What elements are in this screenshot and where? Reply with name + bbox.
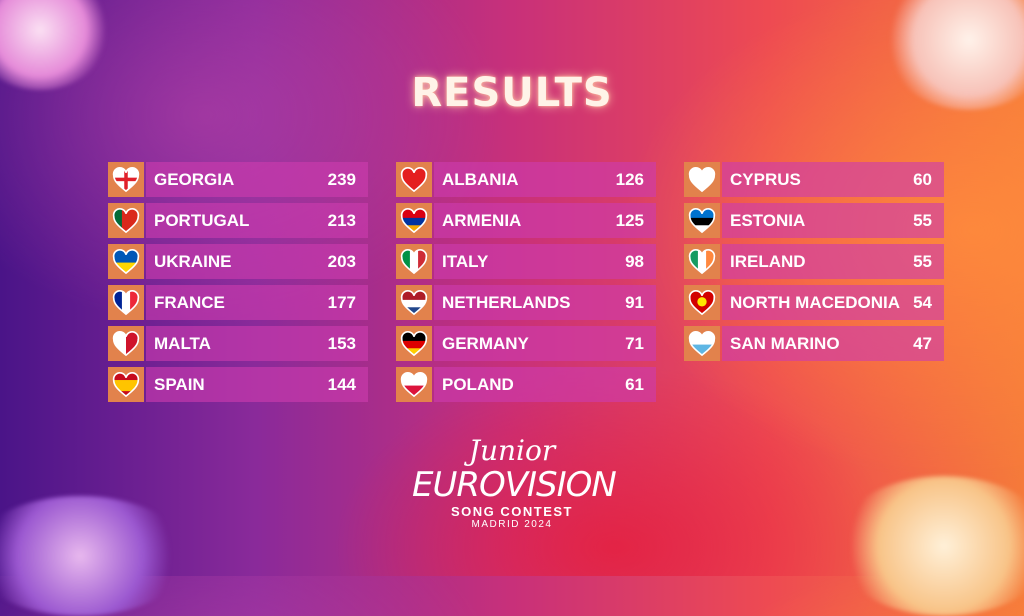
country-name: ARMENIA	[442, 210, 522, 230]
result-row-spain: SPAIN 144	[108, 367, 368, 402]
points: 213	[327, 210, 356, 230]
country-name: IRELAND	[730, 251, 806, 271]
flag-heart-icon	[684, 203, 720, 238]
country-name: GEORGIA	[154, 169, 235, 189]
country-name: SPAIN	[154, 374, 205, 394]
country-name: NETHERLANDS	[442, 292, 571, 312]
flag-heart-icon	[396, 203, 432, 238]
result-bar: UKRAINE 203	[146, 244, 368, 279]
country-name: UKRAINE	[154, 251, 232, 271]
country-name: POLAND	[442, 374, 514, 394]
result-bar: CYPRUS 60	[722, 162, 944, 197]
points: 61	[625, 374, 644, 394]
result-bar: ALBANIA 126	[434, 162, 656, 197]
points: 125	[615, 210, 644, 230]
country-name: PORTUGAL	[154, 210, 250, 230]
points: 203	[327, 251, 356, 271]
flag-heart-icon	[108, 367, 144, 402]
country-name: ESTONIA	[730, 210, 806, 230]
flag-heart-icon	[108, 285, 144, 320]
flag-heart-icon	[396, 285, 432, 320]
flag-heart-icon	[684, 162, 720, 197]
flag-heart-icon	[396, 244, 432, 279]
country-name: MALTA	[154, 333, 211, 353]
results-title: RESULTS	[411, 70, 613, 116]
points: 71	[625, 333, 644, 353]
result-bar: ESTONIA 55	[722, 203, 944, 238]
points: 55	[913, 251, 932, 271]
results-column-2: ALBANIA 126 ARMENIA 125 ITALY 98 NETHERL…	[396, 162, 656, 408]
result-row-ukraine: UKRAINE 203	[108, 244, 368, 279]
results-column-1: GEORGIA 239 PORTUGAL 213 UKRAINE 203 FRA…	[108, 162, 368, 408]
logo-line-1: Junior	[468, 434, 556, 467]
flag-heart-icon	[684, 285, 720, 320]
points: 98	[625, 251, 644, 271]
country-name: ITALY	[442, 251, 489, 271]
result-row-netherlands: NETHERLANDS 91	[396, 285, 656, 320]
points: 144	[327, 374, 356, 394]
junior-eurovision-logo: Junior EUROVISION SONG CONTEST MADRID 20…	[412, 434, 617, 531]
result-bar: MALTA 153	[146, 326, 368, 361]
result-bar: SPAIN 144	[146, 367, 368, 402]
result-row-san-marino: SAN MARINO 47	[684, 326, 944, 361]
country-name: GERMANY	[442, 333, 529, 353]
points: 177	[327, 292, 356, 312]
logo-line-3: SONG CONTEST	[450, 504, 573, 519]
result-bar: NORTH MACEDONIA 54	[722, 285, 944, 320]
result-row-germany: GERMANY 71	[396, 326, 656, 361]
result-row-north-macedonia: NORTH MACEDONIA 54	[684, 285, 944, 320]
flag-heart-icon	[108, 244, 144, 279]
result-row-france: FRANCE 177	[108, 285, 368, 320]
flag-heart-icon	[684, 326, 720, 361]
logo-line-2: EUROVISION	[412, 465, 617, 505]
points: 153	[327, 333, 356, 353]
points: 47	[913, 333, 932, 353]
country-name: ALBANIA	[442, 169, 519, 189]
result-bar: FRANCE 177	[146, 285, 368, 320]
logo-line-4: MADRID 2024	[471, 519, 553, 530]
result-row-ireland: IRELAND 55	[684, 244, 944, 279]
result-row-estonia: ESTONIA 55	[684, 203, 944, 238]
result-bar: NETHERLANDS 91	[434, 285, 656, 320]
result-bar: ITALY 98	[434, 244, 656, 279]
points: 91	[625, 292, 644, 312]
points: 126	[615, 169, 644, 189]
flag-heart-icon	[396, 367, 432, 402]
flower-decoration	[0, 496, 190, 616]
country-name: CYPRUS	[730, 169, 801, 189]
result-bar: GERMANY 71	[434, 326, 656, 361]
flag-heart-icon	[396, 162, 432, 197]
result-bar: SAN MARINO 47	[722, 326, 944, 361]
country-name: SAN MARINO	[730, 333, 840, 353]
country-name: NORTH MACEDONIA	[730, 292, 900, 312]
result-row-malta: MALTA 153	[108, 326, 368, 361]
result-row-cyprus: CYPRUS 60	[684, 162, 944, 197]
result-bar: ARMENIA 125	[434, 203, 656, 238]
flag-heart-icon	[684, 244, 720, 279]
result-bar: GEORGIA 239	[146, 162, 368, 197]
result-bar: PORTUGAL 213	[146, 203, 368, 238]
flower-decoration	[834, 476, 1024, 616]
flag-heart-icon	[108, 203, 144, 238]
flag-heart-icon	[108, 326, 144, 361]
result-row-georgia: GEORGIA 239	[108, 162, 368, 197]
result-row-armenia: ARMENIA 125	[396, 203, 656, 238]
result-row-poland: POLAND 61	[396, 367, 656, 402]
result-bar: IRELAND 55	[722, 244, 944, 279]
points: 55	[913, 210, 932, 230]
flag-heart-icon	[396, 326, 432, 361]
result-row-albania: ALBANIA 126	[396, 162, 656, 197]
country-name: FRANCE	[154, 292, 225, 312]
flag-heart-icon	[108, 162, 144, 197]
result-row-italy: ITALY 98	[396, 244, 656, 279]
results-column-3: CYPRUS 60 ESTONIA 55 IRELAND 55 NORTH MA…	[684, 162, 944, 367]
points: 54	[913, 292, 932, 312]
points: 239	[327, 169, 356, 189]
result-bar: POLAND 61	[434, 367, 656, 402]
result-row-portugal: PORTUGAL 213	[108, 203, 368, 238]
points: 60	[913, 169, 932, 189]
